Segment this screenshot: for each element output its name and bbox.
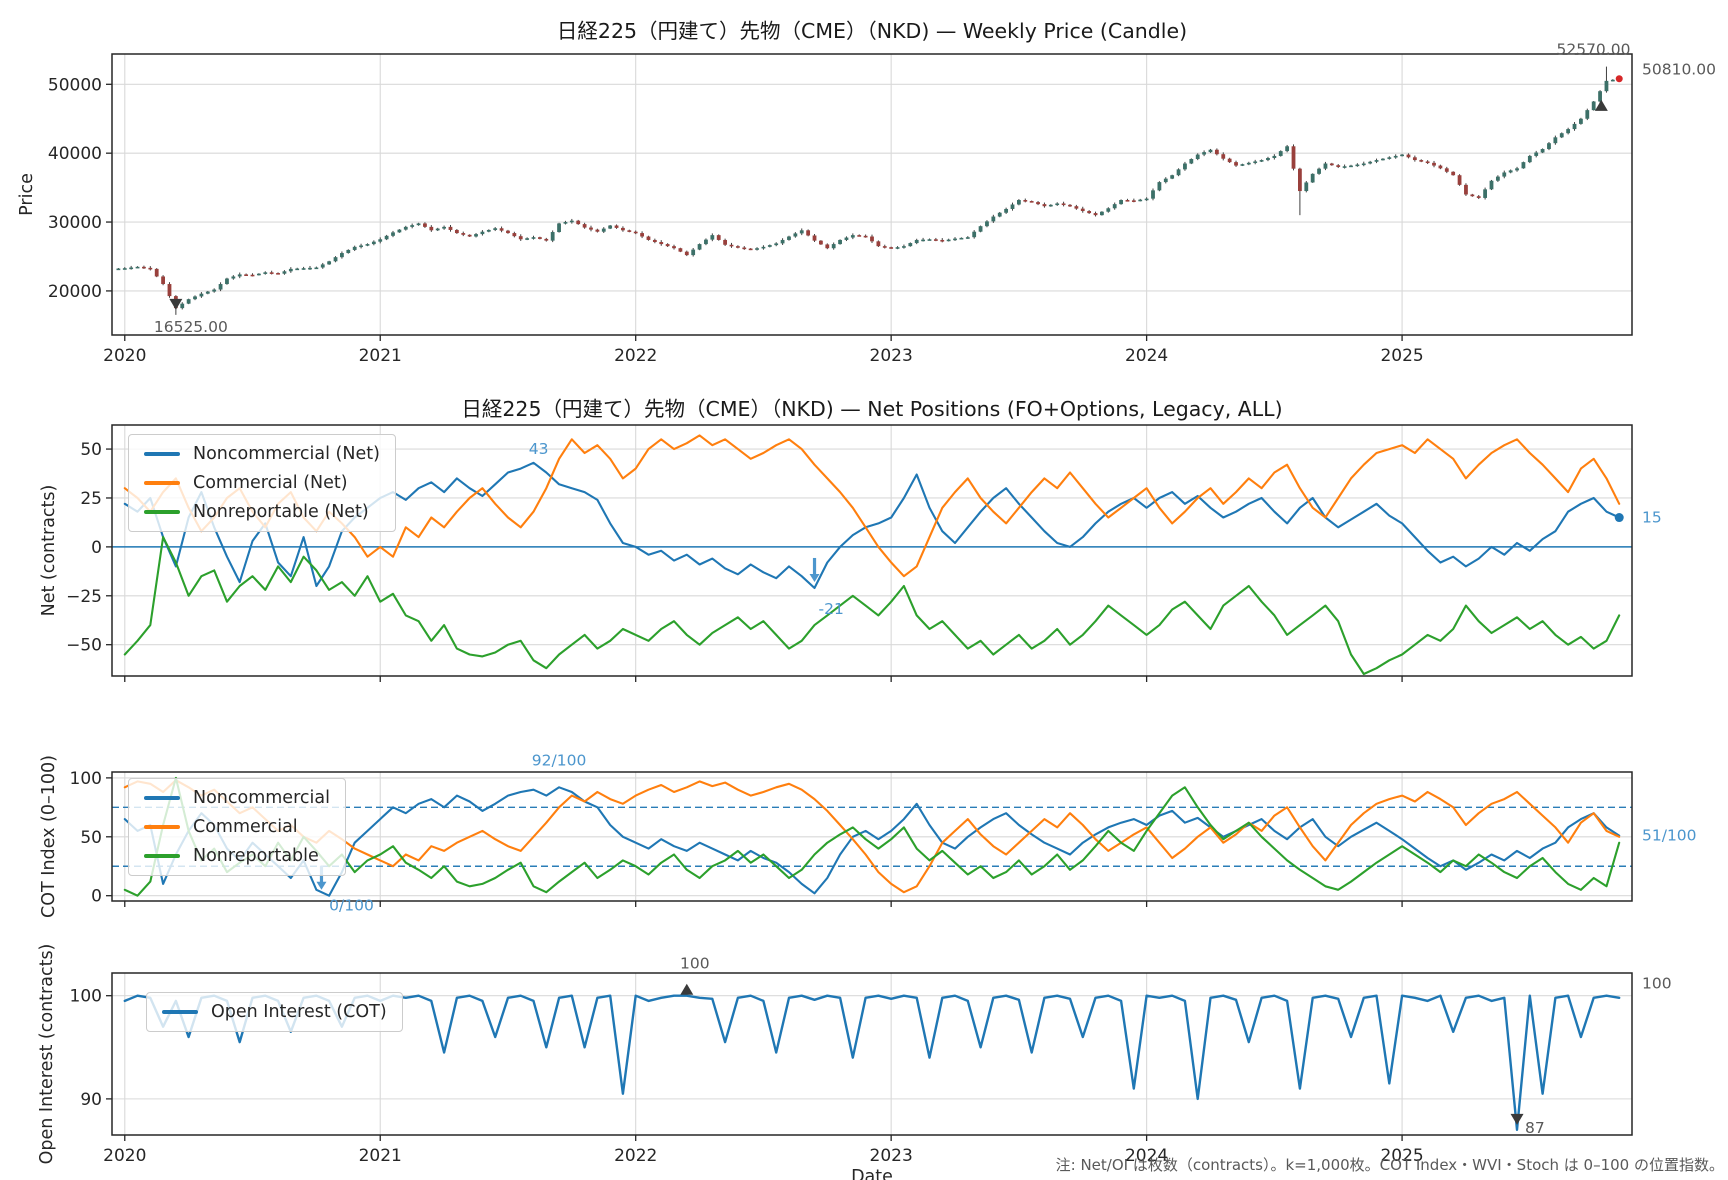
x-tick-label: 2021 [359,346,402,366]
annotation-label: -21 [819,600,844,618]
legend-label: Nonreportable [193,846,319,866]
cot-index-legend[interactable]: Noncommercial Commercial Nonreportable [128,778,346,876]
legend-label: Commercial [193,817,298,837]
x-tick-label: 2022 [614,346,657,366]
y-tick-label: −25 [66,587,102,607]
down-arrow-marker [316,881,327,890]
up-arrow-marker [680,983,694,995]
series-line [123,776,1621,897]
y-tick-label: 30000 [48,213,102,233]
legend-label: Commercial (Net) [193,473,348,493]
cot-index-panel: 0 50 100 COT Index (0–100) 92/100 0/100 51/100 [39,751,1697,918]
commercial-line-swatch [144,481,180,485]
x-tick-label: 2024 [1125,346,1168,366]
down-arrow-marker [169,298,183,310]
y-tick-label: 0 [91,887,102,907]
y-tick-label: 25 [80,489,102,509]
legend-label: Nonreportable (Net) [193,502,369,522]
series-line [123,786,1621,897]
legend-label: Noncommercial [193,788,330,808]
annotation-label: 15 [1642,509,1662,527]
candles [116,66,1622,315]
y-axis-label: Price [17,173,37,216]
annotation-label: 92/100 [532,751,587,769]
legend-label: Noncommercial (Net) [193,444,380,464]
annotation-label: 16525.00 [154,318,228,336]
legend-item-open-interest: Open Interest (COT) [162,1002,387,1022]
annotation-label: 100 [1642,975,1672,993]
annotation-label: 50810.00 [1642,61,1716,79]
y-axis-label: Net (contracts) [39,485,59,617]
x-axis-label: Date [851,1167,893,1180]
y-axis-label: COT Index (0–100) [39,755,59,918]
x-tick-label: 2020 [103,1146,146,1166]
noncommercial-line-swatch [144,796,180,800]
nonreportable-line-swatch [144,854,180,858]
legend-item-noncommercial: Noncommercial [144,788,330,808]
legend-item-nonreportable-net: Nonreportable (Net) [144,502,380,522]
y-tick-label: 100 [70,987,102,1007]
legend-item-noncommercial-net: Noncommercial (Net) [144,444,380,464]
x-tick-label: 2021 [359,1146,402,1166]
x-tick-label: 2025 [1380,1146,1423,1166]
down-arrow-marker [809,573,820,582]
series-line [123,536,1621,676]
y-axis-label: Open Interest (contracts) [37,944,57,1165]
open-interest-line-swatch [162,1010,198,1014]
legend-label: Open Interest (COT) [211,1002,387,1022]
annotation-label: 43 [529,440,549,458]
y-tick-label: 50000 [48,75,102,95]
x-tick-label: 2022 [614,1146,657,1166]
x-tick-label: 2024 [1125,1146,1168,1166]
y-tick-label: 20000 [48,282,102,302]
nonreportable-line-swatch [144,510,180,514]
series-line [123,434,1621,578]
up-arrow-marker [1594,99,1608,111]
legend-item-nonreportable: Nonreportable [144,846,330,866]
x-tick-label: 2020 [103,346,146,366]
last-price-dot [1615,75,1623,83]
down-arrow-marker [1510,1113,1524,1125]
net-positions-legend[interactable]: Noncommercial (Net) Commercial (Net) Non… [128,434,396,532]
open-interest-panel: 90 100 2020 2021 2022 2023 2024 2025 Open Intere… [37,944,1672,1180]
annotation-label: 87 [1525,1119,1545,1137]
annotation-label: 51/100 [1642,827,1697,845]
annotation-label: 0/100 [329,897,374,915]
annotation-label: 52570.00 [1556,41,1630,59]
y-tick-label: 100 [70,769,102,789]
x-tick-label: 2025 [1380,346,1423,366]
commercial-line-swatch [144,825,180,829]
x-tick-label: 2023 [870,346,913,366]
annotation-label: 100 [680,955,710,973]
footnote: 注: Net/OI は枚数（contracts）。k=1,000枚。COT In… [1055,1156,1724,1174]
legend-item-commercial-net: Commercial (Net) [144,473,380,493]
price-panel-title: 日経225（円建て）先物（CME）（NKD) — Weekly Price (C… [556,19,1188,43]
y-tick-label: −50 [66,636,102,656]
y-tick-label: 90 [80,1090,102,1110]
y-tick-label: 40000 [48,144,102,164]
net-positions-panel-title: 日経225（円建て）先物（CME）（NKD) — Net Positions (… [461,397,1283,421]
net-positions-panel: −50 −25 0 25 50 Net (contracts) 43 -21 15 [39,424,1662,682]
legend-item-commercial: Commercial [144,817,330,837]
noncommercial-line-swatch [144,452,180,456]
y-tick-label: 50 [80,828,102,848]
price-panel: 20000 30000 40000 50000 2020 2021 2022 2023 2024… [17,41,1716,366]
x-tick-label: 2023 [870,1146,913,1166]
y-tick-label: 0 [91,538,102,558]
open-interest-legend[interactable]: Open Interest (COT) [146,992,403,1032]
y-tick-label: 50 [80,440,102,460]
